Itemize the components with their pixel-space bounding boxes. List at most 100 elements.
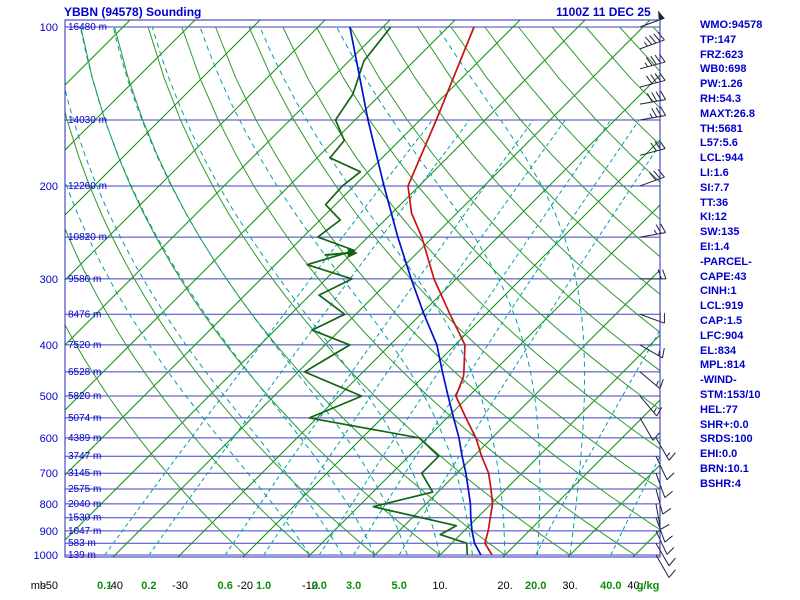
mixing-ratio-label: 5.0 [392,580,407,592]
stat-line: -WIND- [700,374,737,387]
dry-adiabat-line [215,26,660,531]
dry-adiabat-line [248,26,660,490]
dry-adiabat-line [65,227,311,556]
temp-axis-label: -30 [172,580,188,592]
temp-axis-label: -10 [302,580,318,592]
stat-line: EI:1.4 [700,240,730,253]
stat-line: KI:12 [700,211,727,224]
stat-line: MPL:814 [700,359,746,372]
stat-line: WMO:94578 [700,19,763,31]
stat-line: SI:7.7 [700,181,730,194]
chart-title: YBBN (94578) Sounding [64,5,202,19]
temp-axis-label: 30. [562,580,577,592]
mixing-ratio-label: 3.0 [346,580,361,592]
mixing-ratio-line [353,119,640,556]
isotherm-line [65,20,261,216]
stat-line: CINH:1 [700,285,737,298]
moist-adiabat-line [336,26,541,556]
dry-adiabat-line [65,109,376,556]
height-label: 16480 m [68,22,107,33]
stat-line: STM:153/10 [700,388,761,401]
dry-adiabat-line [282,26,660,450]
mixing-ratio-line [104,119,433,556]
stat-line: LI:1.6 [700,166,729,179]
height-label: 9580 m [68,274,101,285]
wind-barb [639,169,665,187]
temp-axis-label: -40 [107,580,123,592]
height-label: 2040 m [68,499,101,510]
height-label: 8476 m [68,309,101,320]
dry-adiabat-line [383,26,660,333]
stat-line: TP:147 [700,33,737,46]
moist-adiabat-line [112,26,408,556]
wind-barb [655,488,672,515]
temp-axis-label: 40. [627,580,642,592]
stat-line: BRN:10.1 [700,462,749,475]
mixing-ratio-label: 0.2 [141,580,156,592]
mixing-ratio-line [318,119,612,556]
wind-barb [655,503,670,530]
stat-line: WB0:698 [700,63,747,76]
stat-line: FRZ:623 [700,48,744,61]
stat-line: LCL:944 [700,152,744,165]
isotherm-line [567,464,660,557]
wind-barb [655,517,673,543]
mb-unit-label: mb [31,580,46,592]
moist-adiabat-line [259,26,506,556]
pressure-label: 700 [40,468,58,480]
temperature-trace [407,26,494,556]
dry-adiabat-line [450,26,660,258]
wind-barb [639,10,665,28]
wind-barb [655,530,675,555]
dry-adiabat-line [181,26,636,556]
mixing-ratio-label: 1.0 [256,580,271,592]
mixing-ratio-line [263,119,566,556]
gkg-unit-label: g/kg [637,580,660,592]
wind-barb [639,140,666,156]
stat-line: CAP:1.5 [700,314,743,327]
axis-labels: 100 200 300 400 500 600 700 800 900 1000 16480 m 14… [31,22,660,592]
stat-line: -PARCEL- [700,255,752,268]
wind-barb-column [639,10,676,578]
dry-adiabat-line [147,26,571,556]
moist-adiabat-line [436,26,586,556]
dry-adiabat-line [349,26,660,372]
pressure-label: 200 [40,181,58,193]
pressure-label: 600 [40,433,58,445]
moist-adiabat-line [65,87,343,556]
height-label: 139 m [68,550,96,561]
height-label: 3747 m [68,451,101,462]
isotherm-line [65,20,391,346]
pressure-label: 400 [40,340,58,352]
moist-adiabat-line [199,26,473,556]
height-label: 4389 m [68,433,101,444]
isotherm-line [437,334,660,557]
pressure-label: 500 [40,391,58,403]
stat-line: SHR+:0.0 [700,418,749,431]
wind-barb [639,395,663,417]
stat-line: RH:54.3 [700,92,741,105]
dry-adiabat-line [417,26,660,295]
wind-barb [639,31,665,50]
moist-adiabat-line [79,26,376,556]
stats-panel: WMO:94578 TP:147 FRZ:623 WB0:698 PW:1.26 RH:5… [700,18,762,492]
stat-line: CAPE:43 [700,270,747,283]
wind-barb [639,311,665,324]
dry-adiabat-line [80,26,441,556]
wind-barb [655,456,675,481]
height-label: 5074 m [68,413,101,424]
dewpoint-trace [303,26,469,556]
height-label: 1530 m [68,513,101,524]
stat-line: SRDS:100 [700,433,753,446]
stat-line: BSHR:4 [700,477,741,490]
mixing-ratio-label: 0.1 [97,580,112,592]
mixing-ratio-label: 0.6 [218,580,233,592]
dry-adiabat-line [316,26,660,411]
pressure-label: 800 [40,499,58,511]
wet_bulb-trace [349,26,482,556]
stat-line: PW:1.26 [700,78,743,91]
height-label: 6528 m [68,367,101,378]
wind-barb [639,417,660,441]
wind-barb [639,71,666,88]
